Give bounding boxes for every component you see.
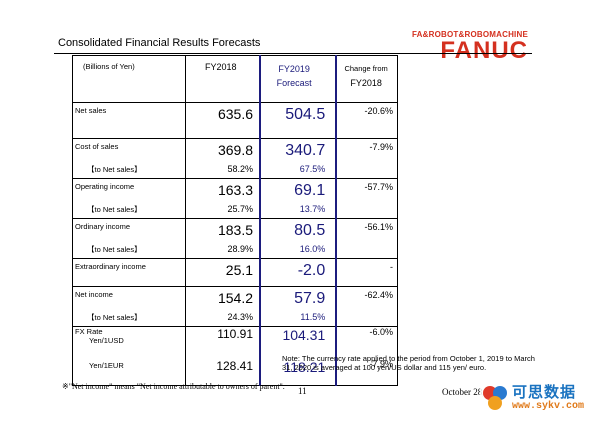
table-row: 【to Net sales】 25.7% 13.7% bbox=[71, 204, 399, 219]
extraordinary-income-fy2018: 25.1 bbox=[185, 258, 261, 287]
header-change-from: Change from bbox=[344, 64, 388, 73]
net-income-ratio-label: 【to Net sales】 bbox=[71, 312, 187, 327]
header-fy2018: FY2018 bbox=[185, 55, 261, 103]
operating-income-change: -57.7% bbox=[335, 178, 399, 204]
fx-usd-label: Yen/1USD bbox=[89, 336, 124, 345]
ordinary-income-ratio-change bbox=[335, 244, 399, 259]
net-sales-fy2018: 635.6 bbox=[185, 102, 261, 139]
fx-eur-fy2018: 128.41 bbox=[185, 355, 261, 386]
net-income-fy2018: 154.2 bbox=[185, 286, 261, 312]
table-row: Net income 154.2 57.9 -62.4% bbox=[71, 286, 399, 312]
operating-income-ratio-label: 【to Net sales】 bbox=[71, 204, 187, 219]
page-number: 11 bbox=[298, 386, 307, 396]
operating-income-ratio-change bbox=[335, 204, 399, 219]
table-row: 【to Net sales】 28.9% 16.0% bbox=[71, 244, 399, 259]
fx-rate-usd-cell: FX Rate Yen/1USD bbox=[71, 326, 187, 355]
cost-of-sales-ratio-change bbox=[335, 164, 399, 179]
table-row: 【to Net sales】 24.3% 11.5% bbox=[71, 312, 399, 327]
table-row: Extraordinary income 25.1 -2.0 - bbox=[71, 258, 399, 287]
title-rule bbox=[54, 53, 532, 54]
net-sales-fy2019: 504.5 bbox=[259, 102, 338, 139]
row-label-ordinary-income: Ordinary income bbox=[71, 218, 187, 244]
fx-eur-fy2019: 118.21 bbox=[259, 355, 338, 386]
presentation-date: October 28, bbox=[442, 387, 485, 397]
table-row: FX Rate Yen/1USD 110.91 104.31 -6.0% bbox=[71, 326, 399, 355]
table-row: Ordinary income 183.5 80.5 -56.1% bbox=[71, 218, 399, 244]
forecast-table: (Billions of Yen) FY2018 FY2019 Forecast … bbox=[71, 55, 399, 386]
table-row: Cost of sales 369.8 340.7 -7.9% bbox=[71, 138, 399, 164]
net-sales-change: -20.6% bbox=[335, 102, 399, 139]
net-income-footnote: ※"Net income" means "Net income attribut… bbox=[62, 382, 285, 391]
row-label-operating-income: Operating income bbox=[71, 178, 187, 204]
table-row: 【to Net sales】 58.2% 67.5% bbox=[71, 164, 399, 179]
row-label-net-sales: Net sales bbox=[71, 102, 187, 139]
net-income-change: -62.4% bbox=[335, 286, 399, 312]
cost-of-sales-ratio-fy2018: 58.2% bbox=[185, 164, 261, 179]
watermark-text: 可思数据 bbox=[512, 384, 577, 401]
brand-tagline: FA&ROBOT&ROBOMACHINE bbox=[412, 30, 528, 39]
brand-name: FANUC bbox=[440, 37, 528, 64]
table-row: Yen/1EUR 128.41 118.21 -7.9% bbox=[71, 355, 399, 386]
cost-of-sales-fy2019: 340.7 bbox=[259, 138, 338, 164]
row-label-extraordinary-income: Extraordinary income bbox=[71, 258, 187, 287]
watermark-logo-icon bbox=[483, 386, 507, 410]
ordinary-income-ratio-label: 【to Net sales】 bbox=[71, 244, 187, 259]
header-fy2019-year: FY2019 bbox=[278, 64, 310, 74]
fanuc-logo: FA&ROBOT&ROBOMACHINE FANUC bbox=[412, 30, 528, 64]
currency-note: Note: The currency rate applied to the p… bbox=[282, 354, 535, 372]
row-label-fx-rate: FX Rate bbox=[75, 327, 103, 336]
net-income-ratio-fy2018: 24.3% bbox=[185, 312, 261, 327]
page-title: Consolidated Financial Results Forecasts bbox=[58, 37, 261, 49]
operating-income-fy2018: 163.3 bbox=[185, 178, 261, 204]
fx-eur-change: -7.9% bbox=[335, 355, 399, 386]
net-income-ratio-change bbox=[335, 312, 399, 327]
ordinary-income-fy2018: 183.5 bbox=[185, 218, 261, 244]
table-header-row: (Billions of Yen) FY2018 FY2019 Forecast … bbox=[71, 55, 399, 103]
fx-usd-fy2019: 104.31 bbox=[259, 326, 338, 355]
watermark: 可思数据 www.sykv.com bbox=[480, 379, 592, 419]
ordinary-income-ratio-fy2018: 28.9% bbox=[185, 244, 261, 259]
operating-income-ratio-fy2019: 13.7% bbox=[259, 204, 338, 219]
fx-rate-eur-cell: Yen/1EUR bbox=[71, 355, 187, 386]
extraordinary-income-fy2019: -2.0 bbox=[259, 258, 338, 287]
table-row: Net sales 635.6 504.5 -20.6% bbox=[71, 102, 399, 139]
net-income-fy2019: 57.9 bbox=[259, 286, 338, 312]
extraordinary-income-change: - bbox=[335, 258, 399, 287]
row-label-cost-of-sales: Cost of sales bbox=[71, 138, 187, 164]
ordinary-income-change: -56.1% bbox=[335, 218, 399, 244]
cost-of-sales-fy2018: 369.8 bbox=[185, 138, 261, 164]
watermark-url: www.sykv.com bbox=[512, 401, 585, 412]
header-unit: (Billions of Yen) bbox=[71, 55, 187, 103]
net-income-ratio-fy2019: 11.5% bbox=[259, 312, 338, 327]
header-change: Change from FY2018 bbox=[335, 55, 399, 103]
header-fy2019: FY2019 Forecast bbox=[259, 55, 338, 103]
cost-of-sales-ratio-fy2019: 67.5% bbox=[259, 164, 338, 179]
header-change-year: FY2018 bbox=[350, 78, 382, 88]
ordinary-income-fy2019: 80.5 bbox=[259, 218, 338, 244]
operating-income-ratio-fy2018: 25.7% bbox=[185, 204, 261, 219]
cost-of-sales-ratio-label: 【to Net sales】 bbox=[71, 164, 187, 179]
fx-usd-change: -6.0% bbox=[335, 326, 399, 355]
table-row: Operating income 163.3 69.1 -57.7% bbox=[71, 178, 399, 204]
fx-eur-label: Yen/1EUR bbox=[89, 361, 124, 370]
cost-of-sales-change: -7.9% bbox=[335, 138, 399, 164]
operating-income-fy2019: 69.1 bbox=[259, 178, 338, 204]
fx-usd-fy2018: 110.91 bbox=[185, 326, 261, 355]
ordinary-income-ratio-fy2019: 16.0% bbox=[259, 244, 338, 259]
row-label-net-income: Net income bbox=[71, 286, 187, 312]
header-fy2019-forecast: Forecast bbox=[276, 78, 312, 88]
